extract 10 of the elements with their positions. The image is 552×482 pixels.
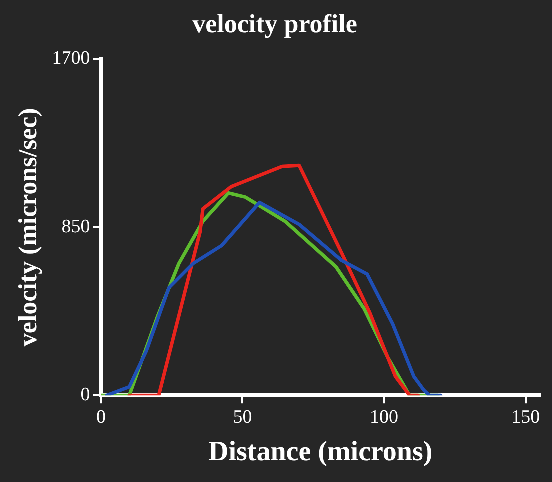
y-tick-label: 850 [62,216,90,238]
y-tick-label: 0 [80,384,90,406]
y-axis-title: velocity (microns/sec) [13,108,42,347]
chart-title: velocity profile [192,9,358,38]
y-tick-label: 1700 [52,48,90,70]
x-axis-title: Distance (microns) [208,436,433,468]
x-tick-label: 0 [96,406,106,428]
x-tick-label: 50 [233,406,252,428]
x-tick-label: 150 [512,406,540,428]
x-tick-label: 100 [370,406,399,428]
